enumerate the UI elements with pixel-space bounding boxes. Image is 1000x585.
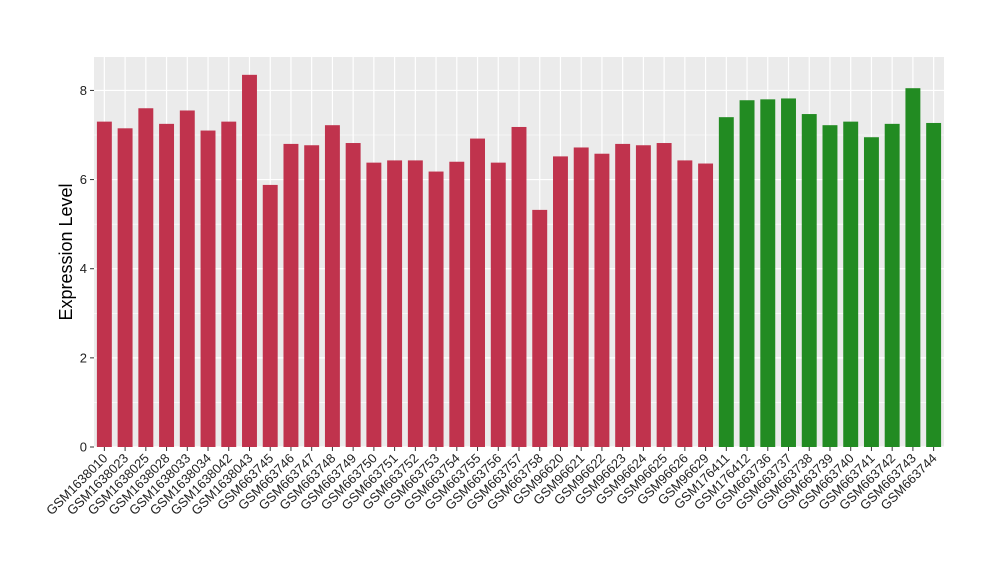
bar-gsm663742 bbox=[884, 123, 900, 447]
bar-gsm663751 bbox=[387, 160, 403, 448]
bars bbox=[96, 74, 942, 448]
y-tick-label: 6 bbox=[80, 172, 87, 187]
bar-gsm1638028 bbox=[159, 123, 175, 447]
bar-gsm1638025 bbox=[138, 108, 154, 447]
bar-gsm663752 bbox=[407, 160, 423, 448]
bar-gsm663753 bbox=[428, 171, 444, 447]
x-axis-ticks: GSM1638010GSM1638023GSM1638025GSM1638028… bbox=[43, 447, 940, 518]
bar-gsm96623 bbox=[615, 143, 631, 447]
bar-gsm1638034 bbox=[200, 130, 216, 448]
bar-gsm96622 bbox=[594, 153, 610, 447]
y-tick-label: 0 bbox=[80, 440, 87, 455]
bar-gsm663749 bbox=[345, 143, 361, 447]
bar-gsm1638023 bbox=[117, 128, 133, 448]
bar-gsm663755 bbox=[470, 138, 485, 447]
bar-gsm663748 bbox=[324, 125, 340, 448]
bar-gsm663746 bbox=[283, 143, 299, 447]
bar-gsm663758 bbox=[532, 209, 548, 447]
y-tick-label: 2 bbox=[80, 350, 87, 365]
bar-gsm663744 bbox=[926, 122, 942, 448]
bar-gsm176411 bbox=[718, 117, 734, 448]
bar-gsm663743 bbox=[905, 88, 921, 447]
y-axis-ticks: 0 2 4 6 8 bbox=[80, 83, 94, 455]
bar-gsm663750 bbox=[366, 162, 382, 448]
bar-gsm1638042 bbox=[221, 121, 237, 447]
bar-gsm1638010 bbox=[96, 121, 112, 447]
bar-gsm663754 bbox=[449, 161, 465, 447]
y-tick-label: 8 bbox=[80, 83, 87, 98]
bar-gsm96621 bbox=[573, 147, 589, 448]
bar-gsm663739 bbox=[822, 125, 838, 448]
bar-gsm96626 bbox=[677, 160, 693, 448]
bar-gsm663757 bbox=[511, 126, 527, 447]
y-axis-label: Expression Level bbox=[56, 183, 76, 320]
bar-gsm663756 bbox=[490, 162, 506, 448]
bar-gsm176412 bbox=[739, 100, 755, 447]
y-tick-label: 4 bbox=[80, 261, 87, 276]
bar-gsm96625 bbox=[656, 143, 672, 447]
bar-gsm663740 bbox=[843, 121, 859, 447]
bar-gsm1638033 bbox=[179, 110, 195, 447]
bar-gsm1638043 bbox=[242, 74, 257, 447]
bar-gsm663741 bbox=[863, 137, 879, 447]
bar-gsm663736 bbox=[760, 99, 776, 447]
bar-gsm96620 bbox=[553, 156, 568, 447]
bar-gsm96624 bbox=[635, 145, 651, 447]
bar-gsm663747 bbox=[304, 145, 320, 447]
bar-gsm663745 bbox=[262, 184, 278, 448]
bar-gsm663737 bbox=[781, 98, 796, 448]
bar-gsm96629 bbox=[698, 163, 714, 448]
bar-gsm663738 bbox=[801, 114, 817, 448]
